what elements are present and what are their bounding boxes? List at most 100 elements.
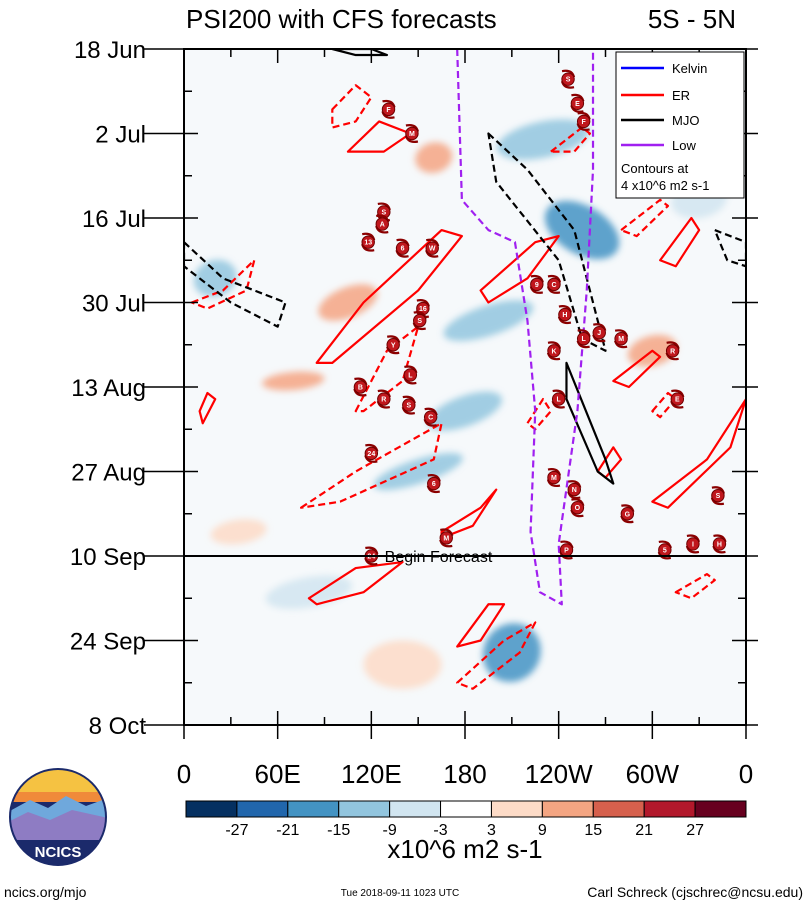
- storm-dot: [353, 380, 368, 394]
- storm-marker-29: 6: [426, 474, 441, 494]
- storm-label: M: [618, 336, 624, 343]
- storm-marker-22: B: [353, 377, 368, 397]
- storm-label: E: [675, 397, 680, 404]
- field-patch-11: [482, 623, 541, 682]
- contour-mjo-2: [713, 228, 746, 268]
- legend-label-mjo: MJO: [672, 113, 699, 128]
- storm-label: L: [582, 336, 587, 343]
- storm-label: S: [417, 318, 422, 325]
- storm-label: S: [406, 403, 411, 410]
- storm-label: G: [625, 511, 631, 518]
- ncics-logo: NCICS: [9, 768, 107, 866]
- storm-dot: [567, 482, 581, 497]
- colorbar-swatch-10: [694, 800, 747, 818]
- storm-label: 13: [364, 240, 372, 247]
- colorbar-label-1: -21: [276, 822, 299, 839]
- storm-dot: [620, 507, 635, 521]
- storm-dot: [576, 114, 591, 129]
- contour-er-18: [198, 391, 217, 425]
- storm-marker-31: N: [567, 480, 582, 500]
- storm-label: A: [380, 222, 385, 229]
- colorbar-label-9: 27: [686, 822, 704, 839]
- footer-timestamp: Tue 2018-09-11 1023 UTC: [341, 888, 459, 899]
- contour-er-19: [526, 397, 552, 431]
- storm-marker-21: L: [403, 365, 418, 385]
- colorbar-label-5: 3: [487, 822, 496, 839]
- forecast-layer: Begin Forecast: [184, 549, 746, 566]
- storm-marker-19: M: [614, 329, 629, 349]
- storm-marker-18: J: [592, 323, 607, 343]
- contour-er-9: [456, 621, 537, 690]
- colorbar-label-2: -15: [327, 822, 350, 839]
- storm-marker-25: C: [423, 407, 438, 427]
- storm-marker-20: R: [665, 341, 680, 361]
- storm-marker-0: S: [560, 69, 576, 89]
- storm-marker-26: L: [551, 389, 566, 409]
- storm-marker-14: H: [557, 305, 572, 325]
- ytick-label-1: 2 Jul: [95, 122, 146, 149]
- storm-marker-17: L: [576, 329, 591, 349]
- colorbar-label-3: -9: [383, 822, 397, 839]
- colorbar-swatch-4: [389, 800, 442, 818]
- xtick-label-5: 60W: [626, 759, 680, 789]
- storm-dot: [570, 96, 585, 111]
- storm-label: N: [572, 487, 577, 494]
- storm-label: 5: [663, 547, 667, 554]
- ytick-label-7: 24 Sep: [70, 629, 146, 656]
- storm-label: K: [551, 348, 556, 355]
- storm-label: R: [381, 397, 386, 404]
- storm-label: Y: [391, 342, 396, 349]
- colorbar-swatch-2: [287, 800, 340, 818]
- storm-label: H: [562, 312, 567, 319]
- legend-note-line1: Contours at: [621, 161, 689, 176]
- colorbar-swatch-7: [541, 800, 594, 818]
- colorbar-label-0: -27: [225, 822, 248, 839]
- storm-dot: [364, 446, 379, 461]
- storm-dot: [381, 102, 396, 117]
- colorbar-swatch-3: [338, 800, 391, 818]
- contour-er-4: [354, 325, 420, 413]
- colorbar-swatch-0: [185, 800, 238, 818]
- xtick-label-4: 120W: [525, 759, 593, 789]
- field-patch-12: [363, 640, 442, 689]
- colorbar-label-8: 21: [635, 822, 653, 839]
- legend-label-er: ER: [672, 88, 690, 103]
- xtick-label-2: 120E: [341, 759, 402, 789]
- storm-dot: [670, 392, 685, 406]
- ytick-label-8: 8 Oct: [89, 713, 147, 740]
- forecast-label: Begin Forecast: [385, 549, 493, 566]
- storm-label: L: [408, 372, 413, 379]
- storm-label: S: [566, 77, 571, 84]
- storm-marker-33: G: [620, 504, 635, 524]
- storm-marker-13: S: [412, 311, 427, 331]
- storm-dot: [425, 241, 439, 255]
- storm-dot: [547, 344, 561, 358]
- contour-mjo-4: [331, 49, 389, 57]
- ytick-label-0: 18 Jun: [74, 37, 146, 64]
- storm-label: S: [381, 209, 386, 216]
- contour-low-0: [456, 49, 595, 606]
- storm-label: I: [692, 541, 694, 548]
- storm-dot: [375, 217, 389, 231]
- storm-dot: [395, 241, 410, 255]
- contour-er-12: [612, 349, 662, 389]
- storm-dot: [592, 325, 606, 340]
- storm-marker-35: M: [439, 528, 454, 548]
- storm-label: B: [358, 385, 363, 392]
- storm-label: M: [443, 535, 449, 542]
- contour-mjo-0: [487, 132, 607, 352]
- storm-label: W: [429, 246, 436, 253]
- xtick-label-6: 0: [739, 759, 753, 789]
- footer-site[interactable]: ncics.org/mjo: [4, 884, 87, 900]
- field-patch-2: [415, 142, 453, 174]
- ytick-label-6: 10 Sep: [70, 544, 146, 571]
- colorbar-label-7: 15: [584, 822, 602, 839]
- storm-dot: [413, 313, 427, 328]
- storm-label: 6: [401, 246, 405, 253]
- storm-label: F: [386, 107, 391, 114]
- storm-label: E: [575, 101, 580, 108]
- contour-er-14: [620, 198, 670, 238]
- storm-dot: [386, 338, 400, 352]
- storm-dot: [665, 344, 680, 358]
